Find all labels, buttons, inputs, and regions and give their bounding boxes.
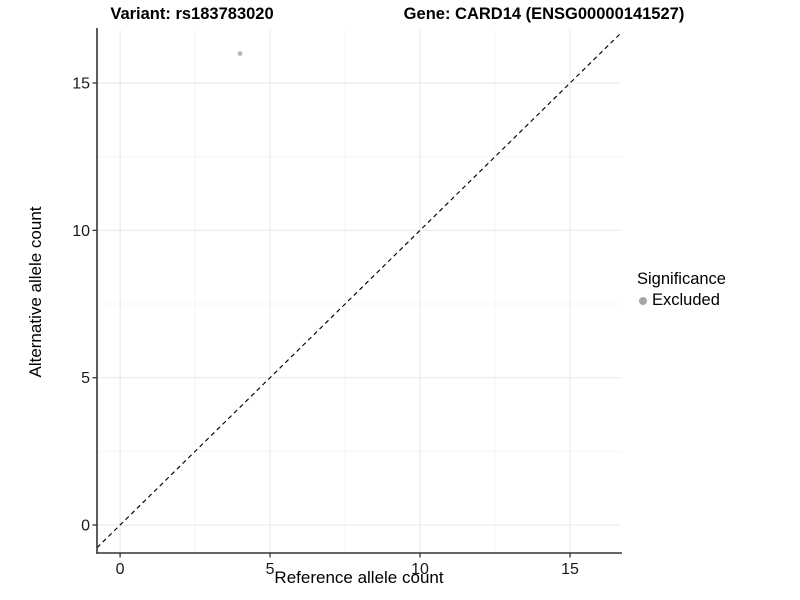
legend-title: Significance bbox=[637, 270, 726, 288]
x-tick-label: 5 bbox=[266, 561, 275, 578]
legend: Significance Excluded bbox=[637, 270, 726, 310]
y-tick-label: 10 bbox=[72, 223, 90, 240]
legend-point-icon bbox=[639, 296, 647, 305]
y-tick-label: 0 bbox=[81, 518, 90, 535]
plot-title-gene: Gene: CARD14 (ENSG00000141527) bbox=[403, 5, 685, 23]
plot-title-variant: Variant: rs183783020 bbox=[110, 5, 274, 23]
y-tick-label: 15 bbox=[72, 76, 90, 93]
legend-item-excluded: Excluded bbox=[637, 291, 726, 310]
legend-item-label: Excluded bbox=[652, 291, 720, 309]
identity-reference-line bbox=[97, 32, 621, 549]
x-tick-label: 10 bbox=[411, 561, 429, 578]
data-point bbox=[237, 51, 243, 56]
y-tick-label: 5 bbox=[81, 370, 90, 387]
x-axis-title: Reference allele count bbox=[274, 568, 444, 587]
y-axis-title: Alternative allele count bbox=[26, 206, 45, 378]
x-tick-label: 15 bbox=[561, 561, 579, 578]
x-tick-label: 0 bbox=[116, 561, 125, 578]
